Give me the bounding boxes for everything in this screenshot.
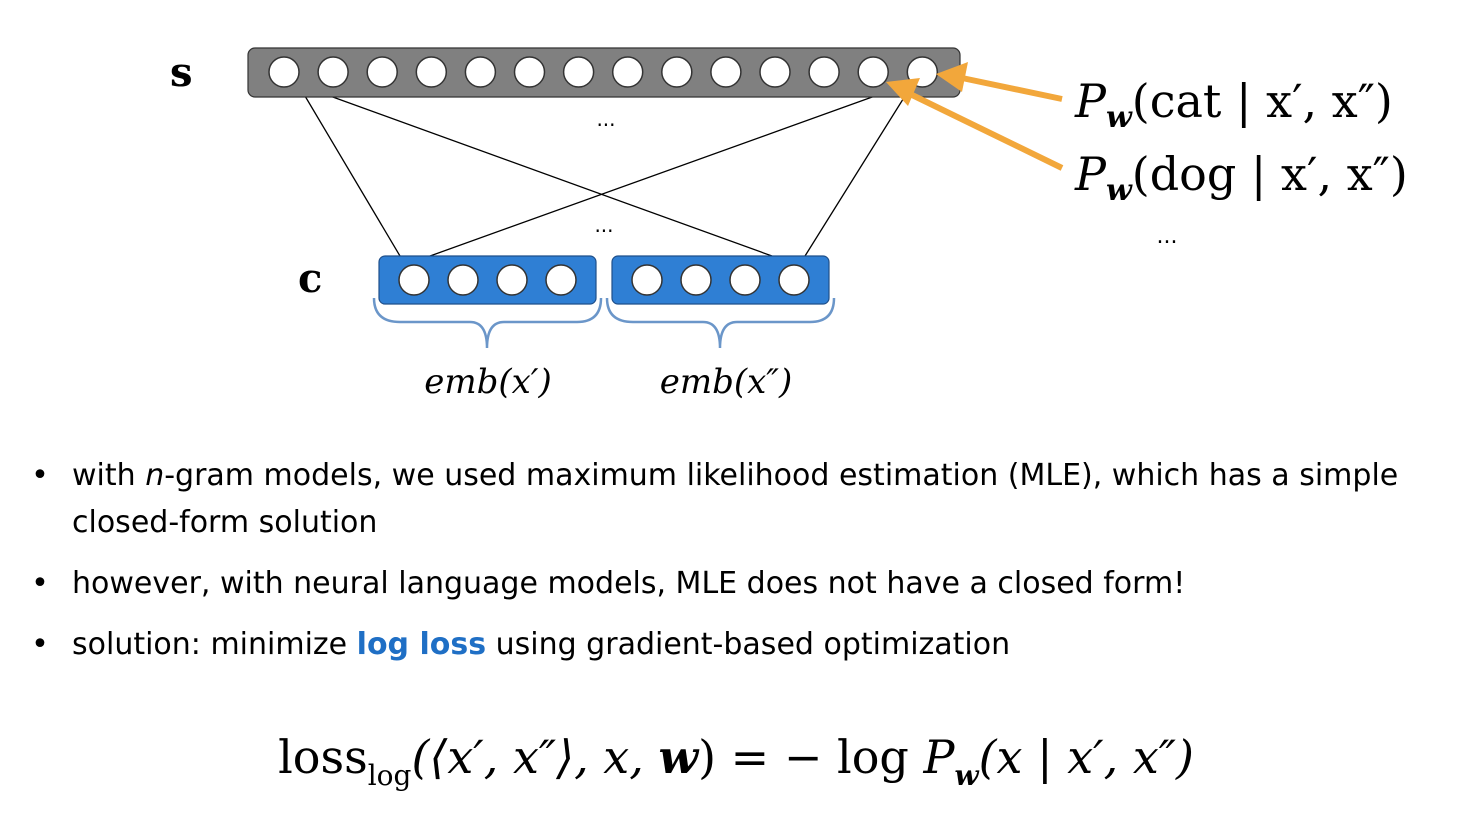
brace-left bbox=[372, 297, 603, 349]
output-node bbox=[759, 56, 791, 88]
bullet-item-mle: • with n-gram models, we used maximum lik… bbox=[30, 452, 1430, 546]
s-label: s bbox=[170, 49, 193, 96]
bullet-dot: • bbox=[31, 458, 49, 493]
output-node bbox=[808, 56, 840, 88]
arrow-cat bbox=[961, 75, 1063, 102]
prob-label-cat: Pw(cat | x′, x″) bbox=[1074, 74, 1393, 135]
output-node bbox=[415, 56, 448, 88]
brace-right bbox=[605, 297, 836, 349]
context-nodes bbox=[398, 264, 810, 296]
ellipsis-top: ... bbox=[596, 107, 615, 131]
c-label: c bbox=[298, 255, 322, 302]
arrowhead-cat bbox=[936, 62, 968, 92]
ellipsis-right: ... bbox=[1157, 224, 1178, 249]
context-block-1 bbox=[378, 255, 597, 305]
output-node bbox=[857, 56, 889, 88]
connection-line bbox=[804, 95, 906, 257]
output-node bbox=[268, 56, 300, 88]
bullet-list: • with n-gram models, we used maximum lik… bbox=[30, 452, 1430, 668]
context-node bbox=[680, 264, 712, 296]
arrowhead-dog bbox=[886, 78, 920, 106]
context-block-2 bbox=[611, 255, 830, 305]
context-node bbox=[496, 264, 528, 296]
context-node bbox=[778, 264, 810, 296]
context-node bbox=[447, 264, 479, 296]
context-node bbox=[729, 264, 761, 296]
output-node bbox=[464, 56, 497, 88]
output-node bbox=[317, 56, 349, 88]
output-node bbox=[513, 56, 546, 88]
ellipsis-middle: ... bbox=[594, 213, 613, 237]
log-loss-formula: losslog(⟨x′, x″⟩, x, w) = − log Pw(x | x… bbox=[278, 730, 1194, 792]
network-diagram: s ... ... c emb(x′) emb(x″) Pw(cat | x′,… bbox=[170, 47, 1408, 402]
context-node bbox=[631, 264, 663, 296]
output-layer bbox=[247, 47, 961, 98]
emb-label-1: emb(x′) bbox=[424, 362, 552, 402]
connection-line bbox=[329, 95, 773, 257]
prob-label-dog: Pw(dog | x′, x″) bbox=[1074, 147, 1408, 208]
output-node bbox=[661, 56, 693, 88]
arrows bbox=[886, 62, 1064, 171]
connection-line bbox=[304, 95, 401, 257]
bullet-dot: • bbox=[31, 566, 49, 601]
output-node bbox=[611, 56, 644, 88]
bullet-item-neural: • however, with neural language models, M… bbox=[30, 560, 1430, 607]
output-nodes bbox=[268, 56, 939, 88]
output-node bbox=[366, 56, 398, 88]
arrow-dog bbox=[906, 90, 1064, 171]
context-node bbox=[545, 264, 577, 296]
context-node bbox=[398, 264, 430, 296]
connection-lines bbox=[304, 95, 906, 257]
connection-line bbox=[429, 95, 876, 257]
output-node bbox=[710, 56, 742, 88]
bullet-dot: • bbox=[31, 627, 49, 662]
emb-label-2: emb(x″) bbox=[660, 362, 793, 402]
log-loss-highlight: log loss bbox=[356, 627, 487, 662]
output-node bbox=[562, 56, 595, 88]
bullet-item-solution: • solution: minimize log loss using gradi… bbox=[30, 621, 1430, 668]
